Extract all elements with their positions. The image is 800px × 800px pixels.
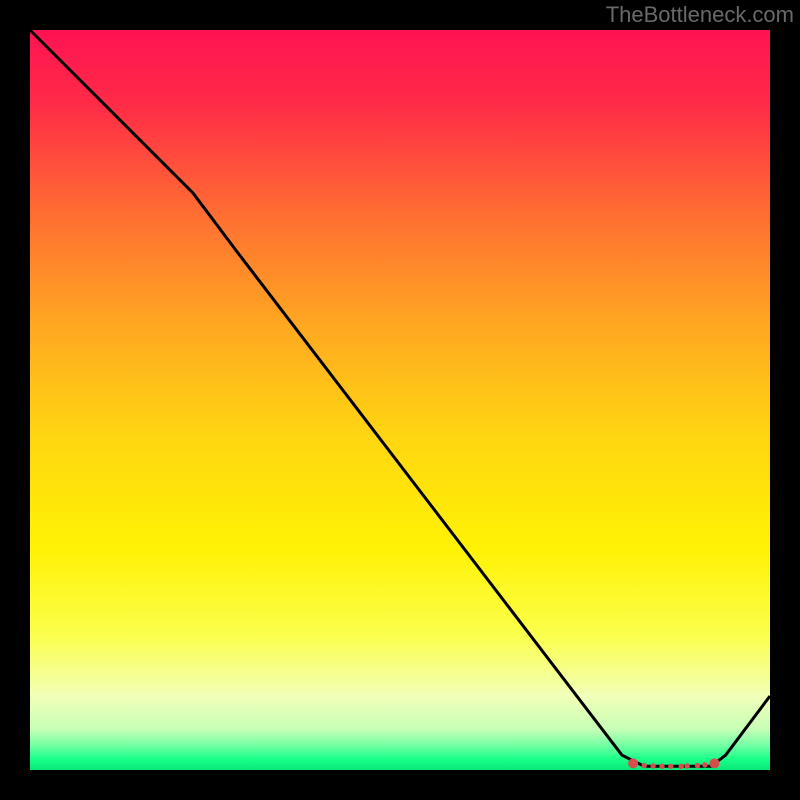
- marker-point: [651, 764, 655, 768]
- bottleneck-chart: [0, 0, 800, 800]
- marker-point: [629, 759, 638, 768]
- marker-point: [642, 763, 646, 767]
- marker-point: [703, 763, 707, 767]
- marker-point: [685, 764, 689, 768]
- marker-point: [660, 764, 664, 768]
- marker-point: [669, 764, 673, 768]
- marker-point: [695, 763, 699, 767]
- chart-container: { "watermark": "TheBottleneck.com", "cha…: [0, 0, 800, 800]
- marker-point: [710, 759, 719, 768]
- watermark-text: TheBottleneck.com: [606, 2, 794, 28]
- marker-point: [679, 764, 683, 768]
